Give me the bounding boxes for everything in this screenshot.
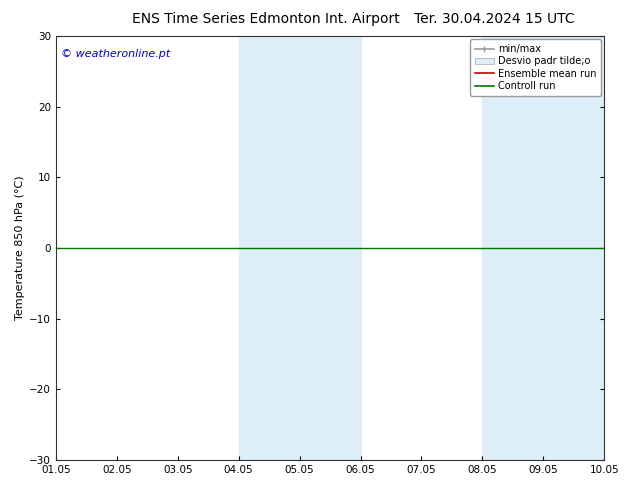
Legend: min/max, Desvio padr tilde;o, Ensemble mean run, Controll run: min/max, Desvio padr tilde;o, Ensemble m… — [470, 39, 601, 96]
Text: Ter. 30.04.2024 15 UTC: Ter. 30.04.2024 15 UTC — [414, 12, 575, 26]
Bar — [238, 36, 361, 460]
Text: © weatheronline.pt: © weatheronline.pt — [61, 49, 171, 59]
Y-axis label: Temperature 850 hPa (°C): Temperature 850 hPa (°C) — [15, 176, 25, 320]
Bar — [482, 36, 604, 460]
Text: ENS Time Series Edmonton Int. Airport: ENS Time Series Edmonton Int. Airport — [133, 12, 400, 26]
